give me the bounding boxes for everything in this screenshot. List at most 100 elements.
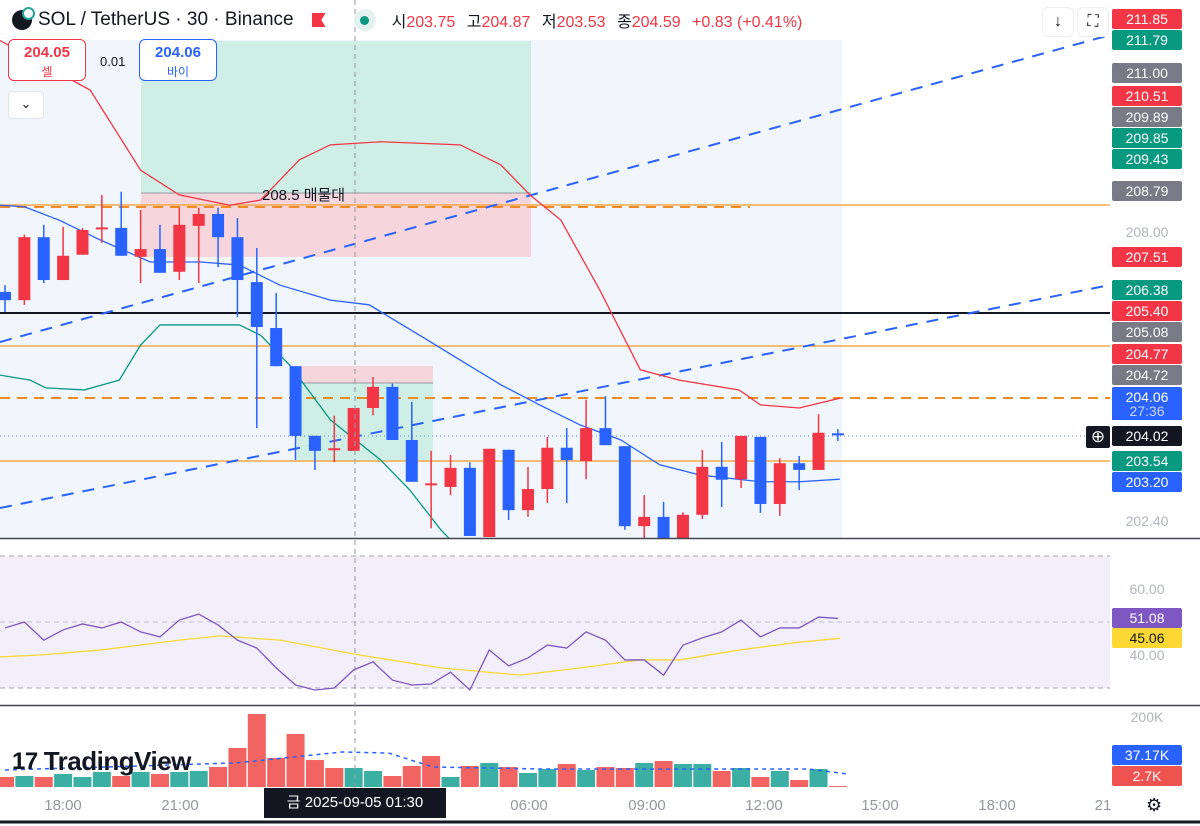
- volume-bar: [402, 766, 421, 787]
- candle-body: [521, 489, 534, 511]
- short-position-stop-zone[interactable]: [297, 366, 433, 383]
- time-label: 18:00: [44, 797, 82, 814]
- rsi-value-label: 51.08: [1112, 608, 1182, 628]
- volume-bar: [209, 767, 228, 787]
- bollinger-upper-line: [0, 40, 840, 409]
- candle-body: [250, 282, 263, 327]
- market-status-icon[interactable]: [353, 9, 376, 31]
- candle: [773, 458, 786, 516]
- volume-bar: [499, 767, 518, 787]
- bollinger-lower-line: [0, 324, 450, 538]
- candle: [502, 449, 515, 520]
- fullscreen-icon[interactable]: ⛶: [1077, 7, 1109, 37]
- price-axis-label: 27:36: [1112, 404, 1182, 420]
- volume-bar: [732, 767, 751, 787]
- volume-axis-200k: 200K: [1130, 709, 1164, 725]
- candle: [638, 495, 651, 538]
- open-label: 시: [391, 14, 407, 31]
- candle-body: [599, 428, 612, 446]
- time-label: 12:00: [745, 797, 783, 814]
- rsi-ma-line: [0, 635, 840, 676]
- price-axis-label: 203.54: [1112, 451, 1182, 471]
- candle: [250, 248, 263, 429]
- candle-body: [793, 463, 806, 470]
- candle-body: [580, 428, 593, 462]
- price-axis-label: 211.85: [1112, 9, 1182, 29]
- time-label: 15:00: [861, 797, 899, 814]
- price-axis-label: 204.02: [1112, 426, 1182, 446]
- volume-bar: [286, 734, 305, 787]
- add-alert-plus-icon[interactable]: ⊕: [1086, 426, 1110, 448]
- candle: [153, 224, 166, 273]
- settings-icon[interactable]: ⚙: [1146, 795, 1163, 815]
- tradingview-mark-icon: 17: [12, 747, 38, 775]
- high-value: 204.87: [481, 14, 531, 31]
- volume-bar: [267, 757, 286, 787]
- candle: [618, 446, 631, 530]
- scroll-to-latest-button[interactable]: ↓: [1042, 7, 1074, 37]
- rsi-ma-label: 45.06: [1112, 628, 1182, 648]
- volume-ma-line: [4, 751, 848, 775]
- candle: [793, 455, 806, 491]
- candle: [76, 227, 89, 255]
- volume-bar: [150, 774, 169, 787]
- volume-bar: [0, 776, 14, 787]
- candle-body: [773, 463, 786, 504]
- candles: [0, 191, 844, 538]
- low-label: 저: [541, 14, 557, 31]
- volume-bar: [693, 764, 712, 787]
- candle-body: [560, 447, 573, 461]
- candle: [444, 454, 457, 496]
- candle-body: [270, 328, 283, 367]
- flag-icon[interactable]: [311, 13, 326, 27]
- tradingview-logo[interactable]: 17 TradingView: [12, 746, 191, 777]
- time-label: 06:00: [510, 797, 548, 814]
- price-axis-label: 208.00: [1125, 224, 1169, 240]
- high-label: 고: [466, 14, 482, 31]
- candle: [580, 399, 593, 480]
- volume-bar: [34, 776, 53, 787]
- ohlc-values: 시203.75 고204.87 저203.53 종204.59 +0.83 (+…: [392, 8, 810, 32]
- volume-bar: [112, 776, 131, 787]
- price-axis-label: 204.72: [1112, 365, 1182, 385]
- candle: [483, 448, 496, 537]
- crosshair-time-label: 금 2025-09-05 01:30: [264, 788, 446, 818]
- candle-body: [76, 229, 89, 255]
- candle-body: [754, 436, 767, 504]
- rsi-axis-60: 60.00: [1129, 581, 1165, 597]
- long-position-stop-zone[interactable]: [141, 193, 531, 257]
- candle: [212, 207, 225, 268]
- volume-last-label: 2.7K: [1112, 766, 1182, 786]
- buy-button[interactable]: 204.06 바이: [139, 39, 217, 81]
- candle-body: [231, 237, 244, 281]
- sell-button[interactable]: 204.05 셀: [8, 39, 86, 81]
- candle-body: [618, 446, 631, 527]
- volume-bar: [770, 771, 789, 787]
- volume-bar: [460, 766, 479, 787]
- price-axis-label: 205.40: [1112, 301, 1182, 321]
- candle: [57, 226, 70, 281]
- volume-bar: [364, 771, 383, 787]
- time-label: 21:00: [161, 797, 199, 814]
- candle: [308, 435, 321, 470]
- change-value: +0.83 (+0.41%): [692, 14, 803, 31]
- candle-body: [463, 467, 476, 536]
- candle-body: [212, 213, 225, 238]
- chart-header: SOL / TetherUS · 30 · Binance 시203.75 고2…: [12, 6, 809, 34]
- volume-bar: [15, 776, 34, 787]
- volume-bar: [615, 767, 634, 787]
- volume-bar: [790, 780, 809, 787]
- time-label: 21: [1094, 797, 1112, 814]
- volume-bar: [73, 776, 92, 787]
- trendline-upper[interactable]: [0, 34, 1111, 343]
- candle-body: [115, 227, 128, 256]
- chevron-down-icon[interactable]: ⌄: [8, 91, 44, 119]
- candle: [134, 209, 147, 284]
- candle-body: [347, 407, 360, 451]
- candle-body: [95, 227, 108, 230]
- candle-body: [715, 466, 728, 480]
- candle: [657, 501, 670, 538]
- symbol-title[interactable]: SOL / TetherUS · 30 · Binance: [38, 9, 294, 30]
